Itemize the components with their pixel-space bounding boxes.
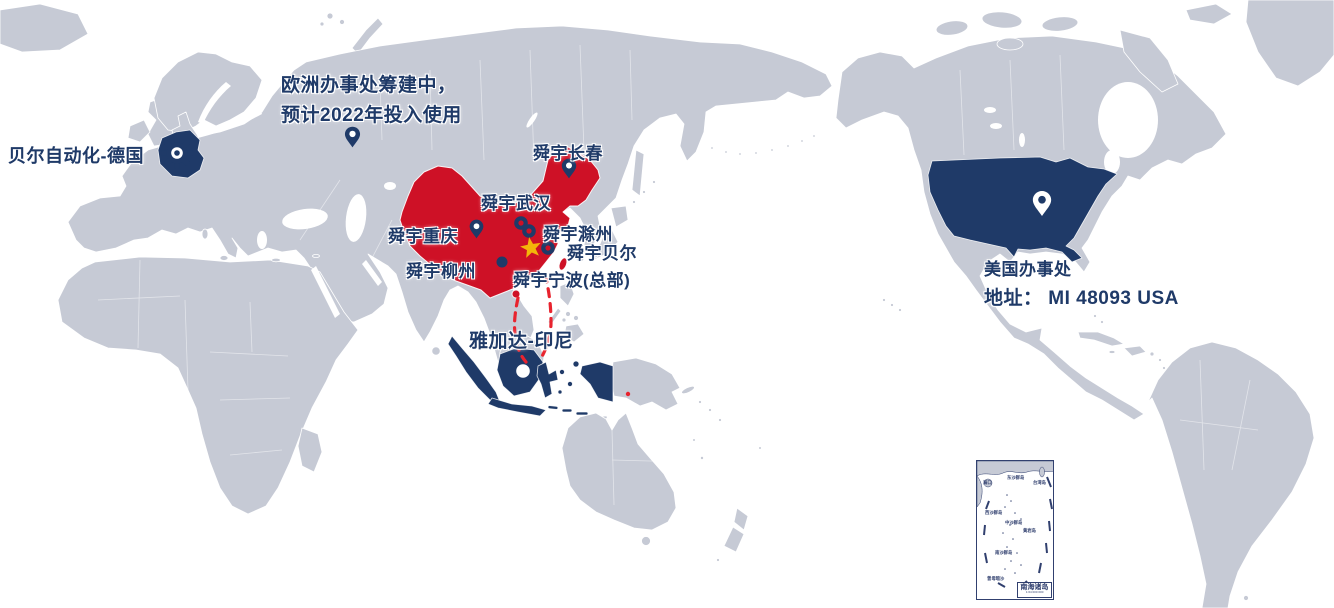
new-zealand [716,507,749,562]
inset-label-zengmu: 曾母暗沙 [987,577,1005,582]
japan-sakhalin [575,149,656,263]
label-usa-office: 美国办事处 [984,260,1072,279]
aegean-sea [257,231,267,249]
inset-dash-line [983,476,1053,588]
java-highlight [487,397,547,417]
inset-label-huangyan: 黄岩岛 [1023,529,1036,534]
lake-winnipeg [1019,133,1025,147]
new-britain [681,385,695,395]
label-sunny-liuzhou: 舜宇柳州 [406,262,476,281]
chuzhou-ring-icon[interactable] [522,224,536,238]
inset-title: 南海诸岛 [1020,584,1049,591]
pacific-islands [692,298,902,460]
inset-label-taiwan: 台湾岛 [1033,481,1046,486]
madagascar [297,427,323,473]
australia [561,412,677,531]
inset-label-haikou: 海口 [983,481,992,486]
hudson-bay [1098,82,1158,158]
inset-scale: 1:64 000 000 [1025,590,1044,594]
falkland-islands [1243,595,1249,601]
inset-title-box: 南海诸岛 1:64 000 000 [1016,582,1052,598]
persian-gulf [362,260,382,286]
jakarta-circle-icon[interactable] [516,364,530,378]
south-china-sea-inset: 海口 东沙群岛 台湾岛 西沙群岛 中沙群岛 黄岩岛 南沙群岛 曾母暗沙 南海诸岛… [976,460,1054,600]
europe-pin-icon[interactable] [344,126,361,148]
usa-pin-icon[interactable] [1032,190,1052,217]
james-bay [1104,150,1120,174]
great-bear-lake [984,107,996,113]
great-slave-lake [990,123,1002,129]
baltic-sea [196,108,262,138]
inset-label-nansha: 南沙群岛 [995,551,1013,556]
aleutian-islands [710,134,816,156]
south-america [1147,341,1315,608]
label-sunny-bell: 舜宇贝尔 [567,244,637,263]
inset-label-zhongsha: 中沙群岛 [1005,521,1023,526]
hainan [511,289,521,299]
arctic-fragment [0,3,89,53]
black-sea [282,208,328,230]
label-usa-address: 地址： MI 48093 USA [984,288,1179,309]
inland-seas [196,70,1158,318]
changchun-pin-icon[interactable] [561,158,577,179]
ireland [127,119,151,143]
red-sea [311,266,340,318]
caspian-sea [345,194,367,242]
africa [57,256,359,515]
inset-island-dots [1002,494,1022,574]
lesser-sunda-highlight [547,405,589,416]
sulawesi-highlight [536,361,559,399]
maluku-highlight [557,360,580,395]
scandinavia [153,51,263,133]
bell-ring-icon[interactable] [541,241,555,255]
taiwan [558,257,568,271]
liuzhou-dot-icon[interactable] [496,256,508,268]
inset-vietnam-coast [977,475,983,508]
papua-red-dot [625,391,631,397]
label-sunny-changchun: 舜宇长春 [533,144,603,163]
china-mainland [399,145,601,299]
inset-label-dongsha: 东沙群岛 [1007,476,1025,481]
ningbo-star-icon[interactable] [518,235,544,261]
inset-china-coast [977,461,1053,477]
usa-highlight [927,156,1118,263]
label-jakarta-indonesia: 雅加达-印尼 [469,331,574,352]
wuhan-ring-icon[interactable] [514,216,528,230]
label-sunny-ningbo-hq: 舜宇宁波(总部) [513,271,631,290]
small-islands-west [201,228,441,356]
label-europe-office-line2: 预计2022年投入使用 [281,105,462,126]
aral-sea [384,182,396,190]
west-papua-highlight [579,361,614,403]
label-sunny-chuzhou: 舜宇滁州 [543,225,613,244]
tasmania [641,536,651,546]
white-sea [278,70,290,86]
label-sunny-wuhan: 舜宇武汉 [481,194,551,213]
chongqing-pin-icon[interactable] [469,219,484,239]
germany-gear-icon[interactable] [159,135,195,171]
label-europe-office: 欧洲办事处筹建中， 预计2022年投入使用 [281,71,462,131]
canadian-arctic-islands [935,3,1233,93]
nine-dash-line [512,272,553,364]
china-highlight [399,145,601,299]
caribbean-islands [1077,314,1168,386]
label-sunny-chongqing: 舜宇重庆 [388,227,458,246]
inset-hainan [983,478,993,488]
gulf-of-bothnia [198,82,231,124]
greenland [1245,0,1334,87]
papua-new-guinea [610,357,681,411]
lake-baikal [526,112,538,128]
label-europe-office-line1: 欧洲办事处筹建中， [281,75,457,96]
inset-map-graphics [977,461,1053,588]
country-borders [97,44,1259,506]
label-bell-automation-germany: 贝尔自动化-德国 [8,146,144,166]
inset-taiwan [1039,466,1045,478]
inset-label-xisha: 西沙群岛 [985,511,1003,516]
